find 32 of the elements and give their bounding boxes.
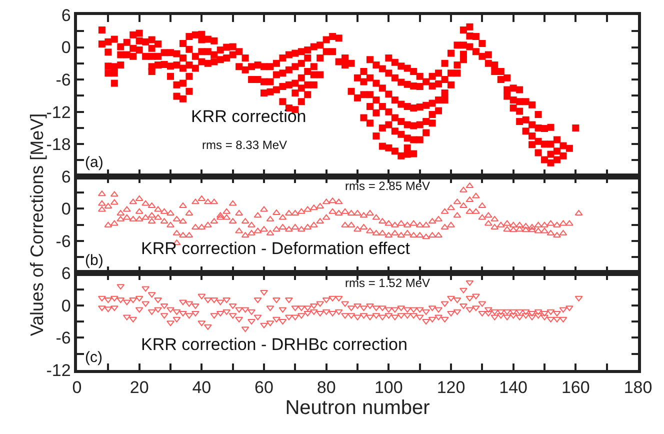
- x-axis-title: Neutron number: [285, 397, 430, 420]
- y-tick-label: 0: [61, 296, 71, 316]
- x-tick-label: 100: [374, 378, 403, 398]
- annotation: rms = 8.33 MeV: [202, 138, 288, 152]
- annotation: rms = 2.85 MeV: [345, 179, 430, 193]
- y-tick-label: 6: [61, 264, 71, 284]
- x-tick-label: 80: [316, 378, 336, 398]
- y-tick-label: -6: [56, 70, 71, 90]
- x-tick-label: 140: [499, 378, 528, 398]
- x-tick-label: 20: [130, 378, 149, 398]
- annotation: rms = 1.52 MeV: [345, 276, 430, 290]
- annotation: (a): [85, 154, 104, 171]
- y-tick-label: 0: [61, 200, 71, 219]
- annotation: (b): [85, 252, 104, 269]
- y-tick-label: 6: [61, 167, 71, 186]
- y-tick-label: -18: [46, 135, 71, 154]
- y-tick-label: 6: [61, 6, 71, 25]
- y-axis-title: Values of Corrections [MeV]: [26, 113, 47, 336]
- y-tick-label: 0: [61, 38, 71, 58]
- annotation: KRR correction - Deformation effect: [141, 239, 410, 258]
- x-tick-label: 180: [624, 378, 652, 398]
- y-tick-label: -12: [46, 360, 71, 380]
- y-tick-label: -6: [56, 232, 71, 251]
- annotation: KRR correction - DRHBc correction: [141, 335, 408, 354]
- annotation: KRR correction: [191, 107, 306, 126]
- y-tick-label: -12: [46, 102, 71, 122]
- x-tick-label: 60: [254, 378, 274, 398]
- x-tick-label: 40: [192, 378, 212, 398]
- annotation: (c): [85, 349, 102, 366]
- x-tick-label: 120: [436, 378, 466, 398]
- x-tick-label: 160: [561, 378, 590, 398]
- y-tick-label: -6: [56, 328, 71, 348]
